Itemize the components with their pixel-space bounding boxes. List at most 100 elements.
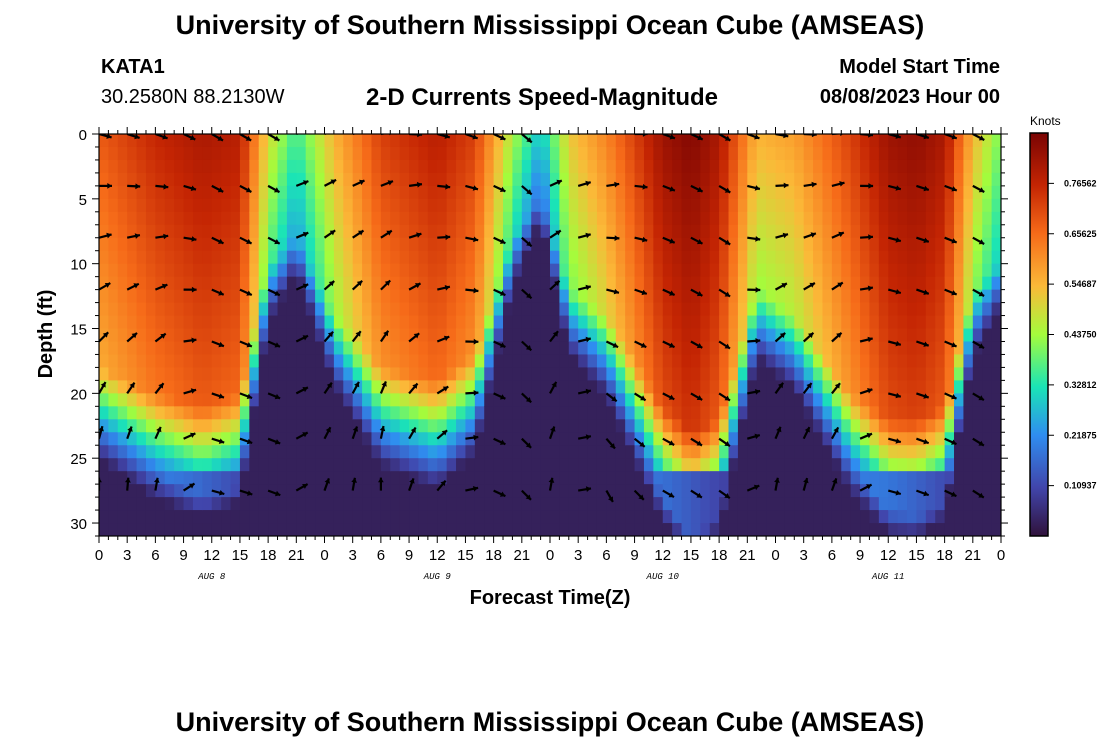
heatmap-cell bbox=[343, 172, 354, 187]
current-arrow bbox=[295, 283, 309, 291]
heatmap-cell bbox=[474, 211, 485, 226]
heatmap-cell bbox=[286, 224, 297, 239]
arrow-head bbox=[163, 233, 169, 240]
heatmap-cell bbox=[681, 211, 692, 226]
heatmap-cell bbox=[860, 224, 871, 239]
heatmap-cell bbox=[315, 237, 326, 252]
heatmap-cell bbox=[672, 315, 683, 330]
heatmap-cell bbox=[719, 406, 730, 420]
heatmap-cell bbox=[399, 484, 410, 498]
heatmap-cell bbox=[991, 276, 1001, 291]
heatmap-cell bbox=[174, 289, 185, 304]
heatmap-cell bbox=[775, 302, 786, 317]
heatmap-cell bbox=[465, 445, 476, 459]
heatmap-cell bbox=[211, 250, 222, 265]
heatmap-cell bbox=[578, 328, 589, 343]
heatmap-cell bbox=[568, 406, 579, 420]
heatmap-cell bbox=[456, 146, 467, 161]
heatmap-cell bbox=[521, 146, 532, 161]
heatmap-cell bbox=[221, 497, 232, 511]
heatmap-cell bbox=[268, 302, 279, 317]
heatmap-cell bbox=[700, 302, 711, 317]
y-tick-label: 0 bbox=[79, 127, 87, 144]
heatmap-cell bbox=[672, 146, 683, 161]
heatmap-cell bbox=[925, 211, 936, 226]
heatmap-cell bbox=[277, 289, 288, 304]
heatmap-cell bbox=[474, 432, 485, 446]
heatmap-cell bbox=[399, 367, 410, 381]
heatmap-cell bbox=[127, 276, 138, 291]
heatmap-cell bbox=[662, 276, 673, 291]
heatmap-cell bbox=[766, 289, 777, 304]
heatmap-cell bbox=[766, 367, 777, 381]
colorbar-ticks: 0.109370.218750.328120.437500.546870.656… bbox=[1048, 178, 1097, 491]
heatmap-cell bbox=[672, 445, 683, 459]
heatmap-cell bbox=[813, 159, 824, 174]
heatmap-cell bbox=[155, 263, 166, 278]
current-arrow bbox=[211, 340, 225, 348]
heatmap-cell bbox=[700, 250, 711, 265]
heatmap-cell bbox=[615, 380, 626, 394]
heatmap-cell bbox=[99, 393, 109, 407]
arrow-shaft bbox=[1000, 237, 1001, 240]
heatmap-cell bbox=[277, 380, 288, 394]
heatmap-cell bbox=[625, 471, 636, 485]
heatmap-cell bbox=[315, 419, 326, 433]
heatmap-cell bbox=[371, 510, 382, 524]
heatmap-cell bbox=[258, 276, 269, 291]
heatmap-cell bbox=[117, 328, 128, 343]
heatmap-cell bbox=[418, 341, 429, 356]
heatmap-cell bbox=[794, 276, 805, 291]
heatmap-cell bbox=[625, 185, 636, 200]
current-arrow bbox=[465, 390, 479, 396]
current-arrow bbox=[577, 284, 592, 291]
heatmap-cell bbox=[108, 419, 119, 433]
heatmap-cell bbox=[127, 497, 138, 511]
x-tick-label: 12 bbox=[880, 547, 897, 564]
arrow-head bbox=[526, 241, 532, 247]
heatmap-cell bbox=[352, 172, 363, 187]
heatmap-cell bbox=[719, 484, 730, 498]
heatmap-cell bbox=[155, 289, 166, 304]
heatmap-cell bbox=[221, 237, 232, 252]
heatmap-cell bbox=[625, 354, 636, 369]
heatmap-cell bbox=[916, 198, 927, 213]
heatmap-cell bbox=[719, 263, 730, 278]
heatmap-cell bbox=[822, 237, 833, 252]
heatmap-cell bbox=[991, 134, 1001, 148]
heatmap-cell bbox=[634, 419, 645, 433]
heatmap-cell bbox=[390, 172, 401, 187]
heatmap-cell bbox=[775, 263, 786, 278]
heatmap-cell bbox=[925, 523, 936, 536]
heatmap-cell bbox=[982, 185, 993, 200]
heatmap-cell bbox=[352, 484, 363, 498]
heatmap-cell bbox=[202, 211, 213, 226]
heatmap-cell bbox=[841, 341, 852, 356]
heatmap-cell bbox=[756, 315, 767, 330]
heatmap-cell bbox=[690, 315, 701, 330]
arrow-head bbox=[669, 134, 675, 140]
heatmap-cell bbox=[982, 276, 993, 291]
heatmap-cell bbox=[878, 302, 889, 317]
heatmap-cell bbox=[315, 367, 326, 381]
heatmap-cell bbox=[296, 510, 307, 524]
current-arrow bbox=[211, 437, 225, 444]
heatmap-cell bbox=[822, 406, 833, 420]
heatmap-cell bbox=[737, 445, 748, 459]
heatmap-cell bbox=[897, 134, 908, 148]
x-tick-label: 21 bbox=[964, 547, 981, 564]
heatmap-cell bbox=[211, 341, 222, 356]
current-arrow bbox=[323, 426, 332, 440]
current-arrow bbox=[802, 331, 815, 343]
heatmap-cell bbox=[925, 289, 936, 304]
heatmap-cell bbox=[427, 263, 438, 278]
heatmap-cell bbox=[174, 406, 185, 420]
heatmap-cell bbox=[230, 367, 241, 381]
heatmap-cell bbox=[850, 523, 861, 536]
arrow-head bbox=[409, 478, 415, 484]
heatmap-cell bbox=[362, 198, 373, 213]
heatmap-cell bbox=[258, 328, 269, 343]
heatmap-cell bbox=[437, 458, 448, 472]
heatmap-cell bbox=[756, 510, 767, 524]
heatmap-cell bbox=[719, 458, 730, 472]
